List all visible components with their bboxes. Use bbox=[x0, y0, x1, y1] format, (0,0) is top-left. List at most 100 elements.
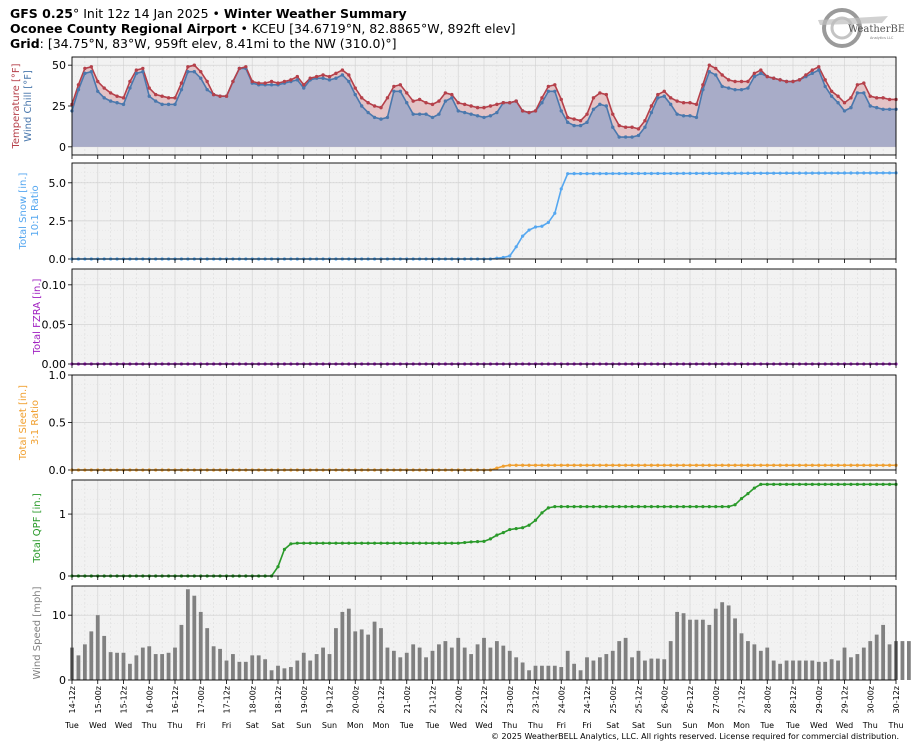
total-qpf-point bbox=[694, 505, 699, 509]
total-snow-point bbox=[842, 171, 847, 175]
temperature-point bbox=[559, 97, 563, 102]
total-sleet-point bbox=[630, 463, 634, 467]
header-line-2: Oconee County Regional Airport • KCEU [3… bbox=[10, 21, 516, 36]
init-time: ° Init 12z 14 Jan 2025 • bbox=[73, 6, 220, 21]
total-qpf-point bbox=[578, 505, 583, 509]
temperature-point bbox=[314, 74, 319, 79]
temperature-point bbox=[366, 101, 370, 105]
wind-chill-point bbox=[321, 76, 325, 80]
total-sleet-point bbox=[714, 463, 718, 467]
total-sleet-point bbox=[688, 463, 692, 467]
x-tick-label: 27-00z bbox=[712, 686, 721, 713]
temperature-point bbox=[810, 68, 815, 72]
total-snow-point bbox=[533, 225, 538, 229]
wind-chill-point bbox=[720, 84, 724, 89]
wind-speed-bar bbox=[688, 619, 692, 680]
wind-chill-point bbox=[617, 135, 621, 139]
wind-chill-area bbox=[72, 68, 896, 147]
total-qpf-point bbox=[784, 482, 789, 486]
total-snow-point bbox=[508, 254, 512, 258]
temperature-point bbox=[540, 96, 544, 100]
temperature-point bbox=[469, 104, 473, 108]
wind-speed-bar bbox=[82, 644, 87, 680]
wind-chill-point bbox=[450, 96, 454, 100]
total-qpf-point bbox=[875, 482, 879, 486]
total-snow-point bbox=[636, 171, 641, 176]
x-tick-label: 28-00z bbox=[763, 686, 772, 713]
wind-chill-point bbox=[353, 92, 357, 97]
total-qpf-point bbox=[405, 541, 409, 545]
wind-speed-bar bbox=[778, 663, 783, 680]
wind-speed-bar bbox=[681, 613, 686, 680]
temperature-point bbox=[475, 105, 480, 110]
x-tick-label: 28-12z bbox=[789, 686, 798, 713]
wind-speed-bar bbox=[739, 633, 744, 680]
total-qpf-point bbox=[424, 541, 428, 545]
day-label: Tue bbox=[425, 721, 440, 730]
temperature-point bbox=[488, 104, 493, 108]
station-name: Oconee County Regional Airport bbox=[10, 21, 237, 36]
wind-chill-point bbox=[649, 110, 654, 115]
total-qpf-point bbox=[720, 505, 724, 509]
day-label: Sun bbox=[322, 721, 337, 730]
wind-speed-bar bbox=[166, 652, 171, 680]
total-snow-point bbox=[546, 220, 550, 225]
total-qpf-point bbox=[334, 541, 338, 545]
wind-chill-point bbox=[334, 76, 338, 80]
header-line-3: Grid: [34.75°N, 83°W, 959ft elev, 8.41mi… bbox=[10, 36, 396, 51]
wind-chill-point bbox=[134, 71, 139, 76]
wind-speed-bar bbox=[514, 657, 519, 680]
temperature-point bbox=[102, 86, 106, 90]
temperature-point bbox=[218, 94, 222, 98]
wind-speed-bar bbox=[752, 644, 757, 680]
total-sleet-point bbox=[662, 463, 666, 467]
total-qpf-point bbox=[430, 541, 435, 545]
wind-chill-point bbox=[398, 89, 403, 94]
wind-speed-bar bbox=[578, 670, 583, 680]
station-info: • KCEU [34.6719°N, 82.8865°W, 892ft elev… bbox=[240, 21, 516, 36]
wind-chill-point bbox=[604, 104, 609, 108]
day-label: Sun bbox=[296, 721, 311, 730]
day-label: Mon bbox=[347, 721, 364, 730]
temperature-point bbox=[424, 101, 428, 105]
wind-chill-point bbox=[675, 112, 679, 116]
temperature-point bbox=[263, 81, 267, 85]
total-sleet-point bbox=[830, 463, 834, 467]
wind-speed-bar bbox=[855, 654, 860, 680]
total-qpf-point bbox=[611, 505, 615, 509]
wind-chill-point bbox=[681, 114, 686, 118]
total-snow-point bbox=[765, 171, 769, 175]
total-snow-point bbox=[553, 211, 557, 215]
temperature-point bbox=[598, 91, 602, 95]
total-qpf-point bbox=[836, 482, 840, 486]
wind-speed-bar bbox=[771, 660, 776, 680]
total-qpf-point bbox=[662, 505, 666, 509]
total-qpf-point bbox=[733, 503, 737, 507]
total-qpf-point bbox=[347, 541, 351, 545]
temperature-point bbox=[881, 96, 885, 100]
x-tick-label: 22-12z bbox=[480, 686, 489, 713]
total-snow-point bbox=[624, 171, 628, 176]
total-sleet-point bbox=[656, 463, 660, 467]
total-sleet-point bbox=[527, 463, 531, 467]
total-snow-point bbox=[669, 171, 673, 176]
total-qpf-point bbox=[353, 541, 357, 545]
total-qpf-point bbox=[392, 541, 396, 545]
wind-chill-point bbox=[76, 87, 81, 92]
wind-chill-point bbox=[553, 89, 557, 94]
wind-speed-bar bbox=[559, 667, 564, 680]
temperature-point bbox=[405, 91, 409, 95]
wind-chill-point bbox=[591, 107, 596, 111]
wind-chill-point bbox=[714, 73, 718, 77]
temperature-point bbox=[289, 78, 293, 82]
wind-speed-bar bbox=[784, 660, 789, 680]
total-qpf-point bbox=[475, 540, 480, 544]
wind-speed-bar bbox=[334, 628, 338, 680]
wind-speed-bar bbox=[398, 657, 403, 680]
temperature-point bbox=[456, 101, 460, 105]
wind-chill-point bbox=[739, 87, 744, 92]
wind-speed-bar bbox=[301, 652, 306, 680]
wind-speed-bar bbox=[366, 634, 371, 680]
wind-speed-bar bbox=[746, 641, 750, 680]
